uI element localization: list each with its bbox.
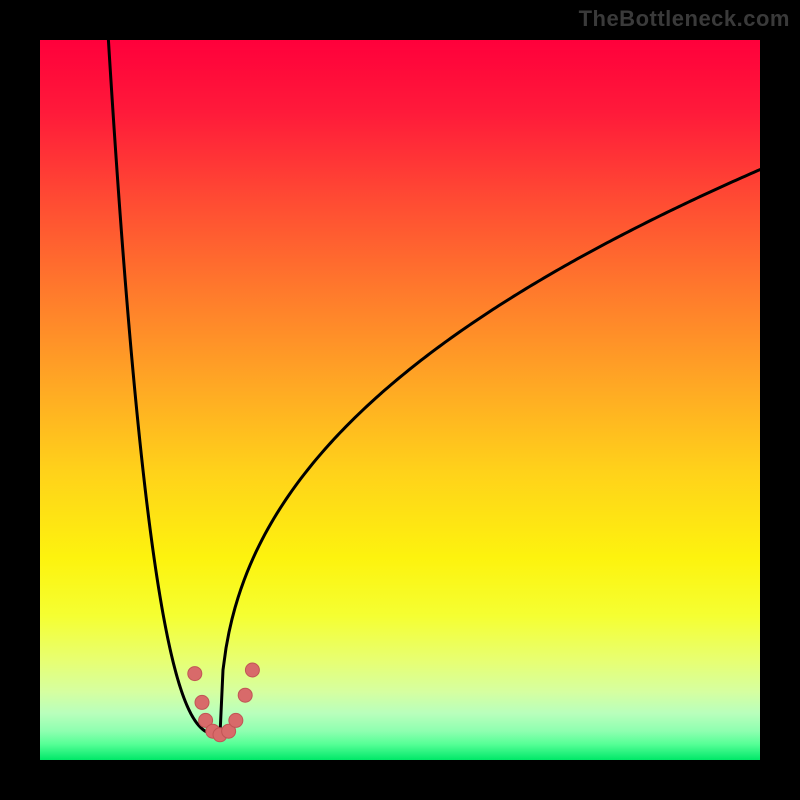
marker-point xyxy=(188,667,202,681)
marker-point xyxy=(245,663,259,677)
watermark-text: TheBottleneck.com xyxy=(579,6,790,32)
marker-point xyxy=(238,688,252,702)
bottleneck-chart xyxy=(0,0,800,800)
marker-point xyxy=(229,713,243,727)
plot-gradient-area xyxy=(40,40,760,760)
marker-point xyxy=(195,695,209,709)
